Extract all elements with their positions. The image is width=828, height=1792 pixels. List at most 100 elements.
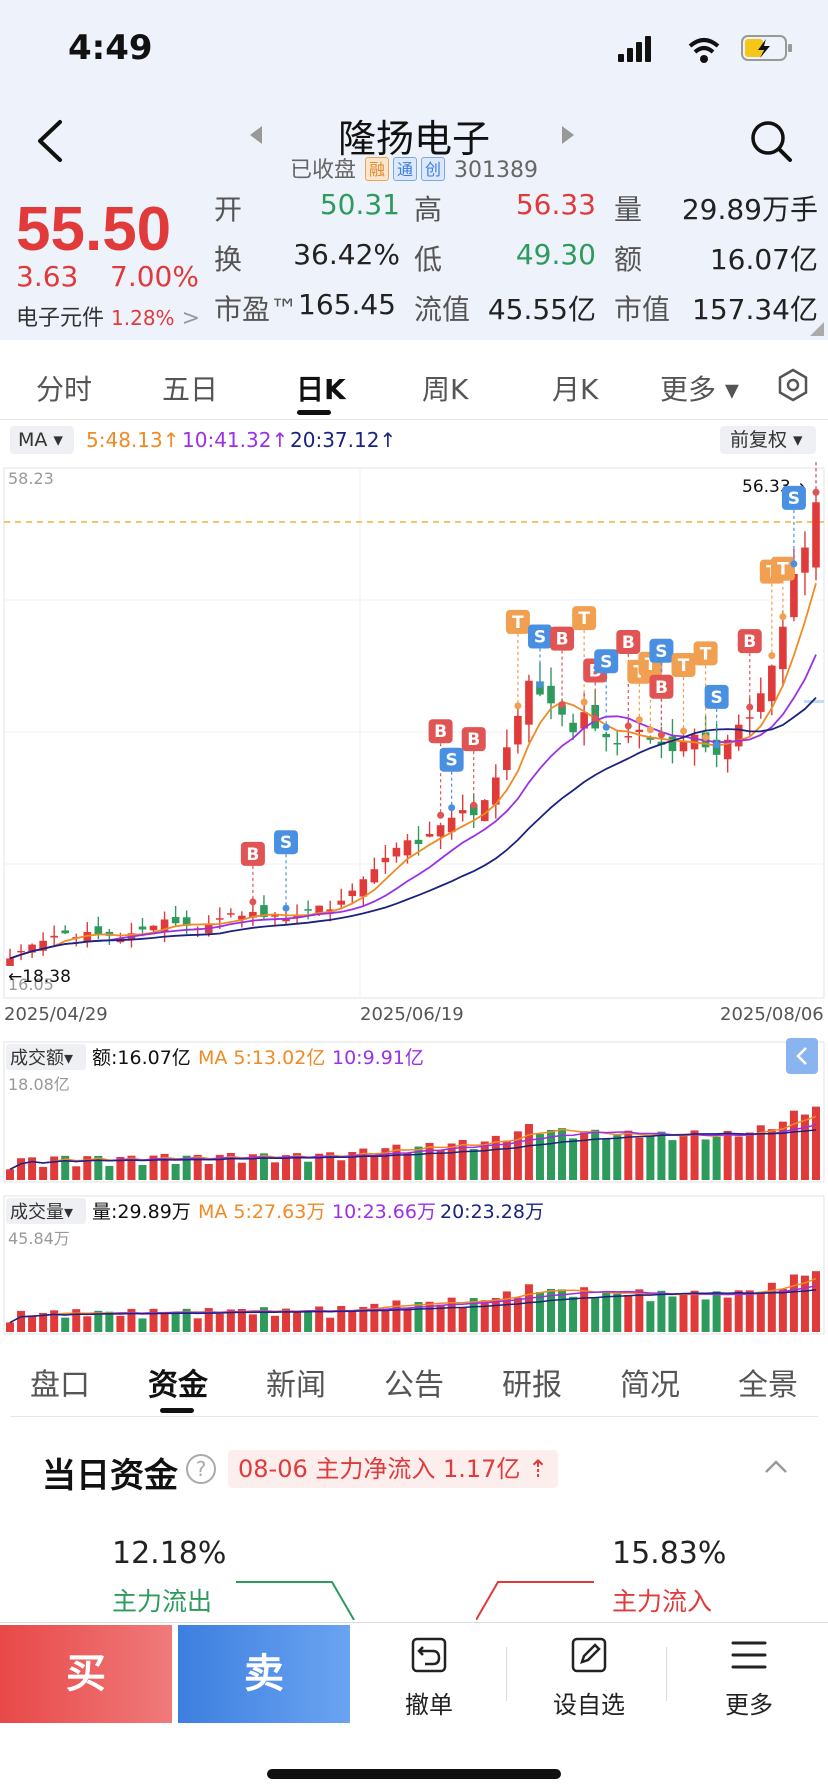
tab-more[interactable]: 更多 ▾ <box>660 373 739 406</box>
more-button[interactable]: 更多 <box>674 1625 824 1723</box>
volume-bar <box>812 1271 820 1332</box>
turnover-bars <box>6 1106 820 1180</box>
inflow-leader-line <box>476 1581 594 1620</box>
volume-bar <box>149 1155 158 1180</box>
tab-intraday[interactable]: 分时 <box>36 373 93 406</box>
indicator-select[interactable]: MA ▾ <box>10 426 74 454</box>
volume-bar <box>359 1148 368 1180</box>
candle-body <box>304 909 312 911</box>
candle-body <box>249 911 257 918</box>
volume-bar <box>226 1152 235 1180</box>
sector-link[interactable]: 电子元件 1.28% > <box>16 300 200 332</box>
buy-button[interactable]: 买 <box>0 1625 172 1723</box>
volume-bar <box>558 1289 567 1332</box>
tab-capital[interactable]: 资金 <box>148 1368 208 1403</box>
tab-daily-k[interactable]: 日K <box>296 373 346 406</box>
candle-body <box>227 913 235 915</box>
chevron-up-icon[interactable] <box>764 1460 788 1474</box>
sell-button[interactable]: 卖 <box>178 1625 350 1723</box>
signal-dot <box>635 716 643 724</box>
candle-body <box>17 950 25 953</box>
candle-body <box>293 915 301 918</box>
next-stock-icon[interactable] <box>560 124 576 146</box>
cancel-order-button[interactable]: 撤单 <box>354 1625 504 1723</box>
signal-label: S <box>600 652 612 672</box>
stock-code: 301389 <box>454 158 538 183</box>
volume-bar <box>138 1164 147 1180</box>
volume-bar <box>580 1131 589 1180</box>
tab-weekly-k[interactable]: 周K <box>422 373 469 406</box>
candle-body <box>503 747 511 771</box>
volume-bar <box>756 1125 765 1180</box>
market-status: 已收盘 <box>290 158 357 183</box>
signal-marker <box>527 624 552 649</box>
tab-profile[interactable]: 简况 <box>620 1368 680 1403</box>
net-inflow-badge: 08-06 主力净流入 1.17亿 ⇡ <box>228 1450 559 1488</box>
candle-body <box>6 958 14 966</box>
volume-bar <box>6 1322 14 1332</box>
capital-flow-title: 当日资金 <box>42 1456 178 1496</box>
volume-bar <box>83 1316 92 1332</box>
tab-news[interactable]: 新闻 <box>266 1368 326 1403</box>
tab-research[interactable]: 研报 <box>502 1368 562 1403</box>
candle-body <box>171 917 180 924</box>
volume-bar <box>734 1136 743 1180</box>
ma20-line <box>9 696 817 960</box>
info-tab-underline <box>160 1408 194 1413</box>
volume-bar <box>370 1156 379 1180</box>
signal-dot <box>702 733 710 741</box>
add-watchlist-button[interactable]: 设自选 <box>514 1625 664 1723</box>
volume-bar <box>414 1302 423 1332</box>
volume-bar <box>326 1152 335 1180</box>
volume-bar <box>315 1153 324 1180</box>
volume-bar <box>613 1293 622 1332</box>
signal-label: T <box>678 656 690 676</box>
candle-body <box>182 917 191 926</box>
help-icon[interactable]: ? <box>186 1454 216 1484</box>
timeframe-tabs: 分时 五日 日K 周K 月K 更多 ▾ <box>0 352 828 420</box>
volume-bar <box>789 1274 798 1332</box>
settings-icon[interactable] <box>776 368 810 402</box>
volume-bar <box>248 1154 257 1180</box>
bar-ma20 <box>9 1129 817 1170</box>
tab-announcements[interactable]: 公告 <box>384 1368 444 1403</box>
signal-dot <box>746 703 754 711</box>
expand-corner-icon[interactable] <box>810 322 824 336</box>
adjust-select[interactable]: 前复权 ▾ <box>720 426 816 454</box>
capital-flow-panel: 当日资金 ? 08-06 主力净流入 1.17亿 ⇡ 12.18% 主力流出 1… <box>0 1420 828 1620</box>
volume-bar <box>237 1162 246 1180</box>
signal-marker <box>439 747 464 772</box>
volume-bar <box>425 1142 434 1180</box>
volume-bar <box>800 1275 809 1332</box>
signal-dot <box>591 714 599 722</box>
back-arrow-icon[interactable] <box>30 116 74 166</box>
volume-bar <box>293 1153 302 1180</box>
low-label: 低 <box>414 243 443 276</box>
volume-bar <box>447 1297 456 1332</box>
tab-order-book[interactable]: 盘口 <box>30 1368 90 1403</box>
volume-bar <box>326 1317 335 1332</box>
prev-stock-icon[interactable] <box>248 124 264 146</box>
volume-bar <box>679 1293 688 1332</box>
volume-bar <box>480 1300 489 1332</box>
search-icon[interactable] <box>748 118 794 164</box>
volume-select: 成交量▾ <box>10 1202 73 1223</box>
volume-bar <box>569 1138 578 1180</box>
candle-body <box>458 810 467 814</box>
signal-dot <box>624 722 632 730</box>
tab-overview[interactable]: 全景 <box>738 1368 798 1403</box>
signal-marker <box>704 684 729 709</box>
volume-bar <box>690 1130 699 1180</box>
volume-bar <box>657 1290 666 1332</box>
signal-dot <box>437 811 445 819</box>
tab-five-day[interactable]: 五日 <box>162 373 219 406</box>
volume-bar <box>403 1152 412 1180</box>
volume-bar <box>624 1130 633 1180</box>
stock-subtitle: 已收盘 融通创 301389 <box>0 152 828 184</box>
volume-bar <box>315 1306 324 1332</box>
more-label: 更多 <box>725 1691 773 1719</box>
current-price-marker <box>804 700 824 703</box>
kline-chart[interactable]: 58.23 16.05 56.33→ ←18.38 2025/04/29 202… <box>0 460 828 1340</box>
volume-bar <box>226 1309 235 1332</box>
tab-monthly-k[interactable]: 月K <box>552 373 599 406</box>
